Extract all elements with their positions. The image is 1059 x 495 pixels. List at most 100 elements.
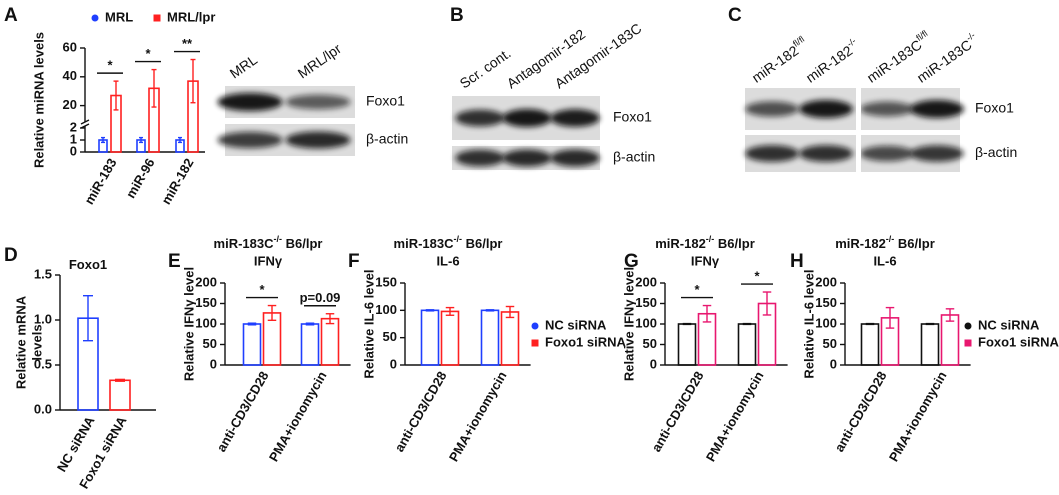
x-tick-label: anti-CD3/CD28 (391, 369, 449, 455)
axis-break (80, 119, 90, 125)
bar (480, 309, 500, 366)
y-tick-label: 200 (815, 274, 837, 289)
y-tick-label: 1.0 (34, 311, 52, 326)
significance-label: ** (182, 36, 193, 51)
y-axis-label: Relative IFNγ level (621, 267, 636, 381)
y-axis-label: Relative IL-6 level (361, 269, 376, 378)
blot-band (285, 131, 351, 149)
blot-band (285, 94, 351, 110)
blot-row-label: β-actin (975, 144, 1017, 160)
significance-label: * (107, 58, 113, 73)
bar (242, 323, 262, 366)
chart-subtitle: IL-6 (873, 253, 896, 268)
chart-subtitle: IFNγ (691, 253, 720, 268)
chart-title-part: Foxo1 (69, 257, 107, 272)
bar (677, 323, 697, 366)
blot-lane-label-part: miR-182 (749, 42, 802, 86)
y-axis-label: Relative mRNA (13, 295, 28, 389)
legend-label: MRL/lpr (167, 9, 215, 24)
blot-band (860, 145, 914, 162)
panel-letter: H (790, 251, 804, 272)
legend-label: MRL (105, 9, 133, 24)
significance-label: p=0.09 (300, 290, 341, 305)
blot-band (550, 109, 600, 127)
x-tick-label: PMA+ionomycin (266, 369, 330, 464)
blot-lane-label: Antagomir-183C (552, 20, 645, 92)
error-bar (865, 322, 875, 326)
error-bar (247, 322, 257, 326)
chart-subtitle: IFNγ (254, 253, 283, 268)
legend-label: NC siRNA (978, 317, 1040, 332)
x-tick-label: miR-96 (123, 156, 158, 201)
y-tick-label: 0 (70, 143, 77, 158)
panel-letter: G (624, 251, 639, 272)
chart-title: miR-183C-/- B6/lpr (214, 234, 323, 251)
blot-lane-label: miR-182-/- (802, 36, 862, 85)
blot-row-label: β-actin (366, 131, 408, 147)
y-tick-label: 150 (815, 295, 837, 310)
blot-band (502, 149, 552, 167)
error-bar (885, 306, 895, 329)
error-bar (190, 58, 196, 104)
error-bar (151, 68, 157, 108)
y-tick-label: 50 (643, 336, 657, 351)
legend-marker (964, 322, 972, 330)
chart-title-part: miR-183C (394, 236, 455, 251)
blot-row-label: Foxo1 (366, 93, 405, 109)
error-bar (267, 304, 277, 322)
legend-marker (531, 322, 539, 330)
error-bar (945, 308, 955, 322)
y-tick-label: 150 (635, 295, 657, 310)
y-tick-label: 60 (63, 39, 77, 54)
bar (109, 379, 131, 411)
chart-title-part: B6/lpr (894, 236, 934, 251)
blot-divider (856, 80, 861, 180)
blot-band (799, 100, 853, 118)
blot-lane-label-part: miR-182 (803, 42, 856, 86)
bar (320, 317, 340, 366)
error-bar (702, 304, 712, 323)
error-bar (425, 309, 435, 312)
blot-band (455, 149, 505, 167)
panel-letter: F (348, 251, 360, 272)
legend-label: Foxo1 siRNA (545, 334, 627, 349)
x-tick-label: anti-CD3/CD28 (831, 369, 889, 455)
blot-band (860, 101, 914, 117)
blot-band (745, 145, 799, 162)
legend-label: Foxo1 siRNA (978, 334, 1059, 349)
y-tick-label: 50 (383, 329, 397, 344)
error-bar (742, 322, 752, 326)
blot-lane-label: MRL/lpr (295, 40, 345, 81)
y-tick-label: 0.0 (34, 401, 52, 416)
x-tick-label: PMA+ionomycin (703, 369, 767, 464)
significance-label: * (694, 282, 700, 297)
chart-title-part: B6/lpr (462, 236, 502, 251)
y-tick-label: 100 (815, 315, 837, 330)
significance-label: * (754, 268, 760, 283)
y-tick-label: 200 (635, 274, 657, 289)
error-bar (325, 313, 335, 325)
blot-lane-label-part: miR-183C (914, 36, 975, 85)
legend-marker (531, 339, 539, 347)
legend-marker (153, 14, 161, 22)
y-tick-label: 0 (650, 356, 657, 371)
error-bar (485, 309, 495, 312)
blot-lane-label: MRL (227, 51, 261, 81)
error-bar (101, 136, 105, 144)
blot-band (799, 145, 853, 162)
y-tick-label: 0 (830, 356, 837, 371)
y-tick-label: 1.5 (34, 266, 52, 281)
legend-marker (964, 339, 972, 347)
error-bar (925, 322, 935, 326)
blot-band (550, 149, 600, 167)
legend-label: NC siRNA (545, 317, 607, 332)
panel-letter: E (168, 251, 181, 272)
bar (920, 323, 940, 366)
y-tick-label: 100 (375, 302, 397, 317)
error-bar (682, 322, 692, 326)
x-tick-label: miR-183 (81, 156, 119, 207)
bar (440, 310, 460, 366)
blot-band (745, 101, 799, 117)
chart-title-part: -/- (706, 234, 715, 244)
